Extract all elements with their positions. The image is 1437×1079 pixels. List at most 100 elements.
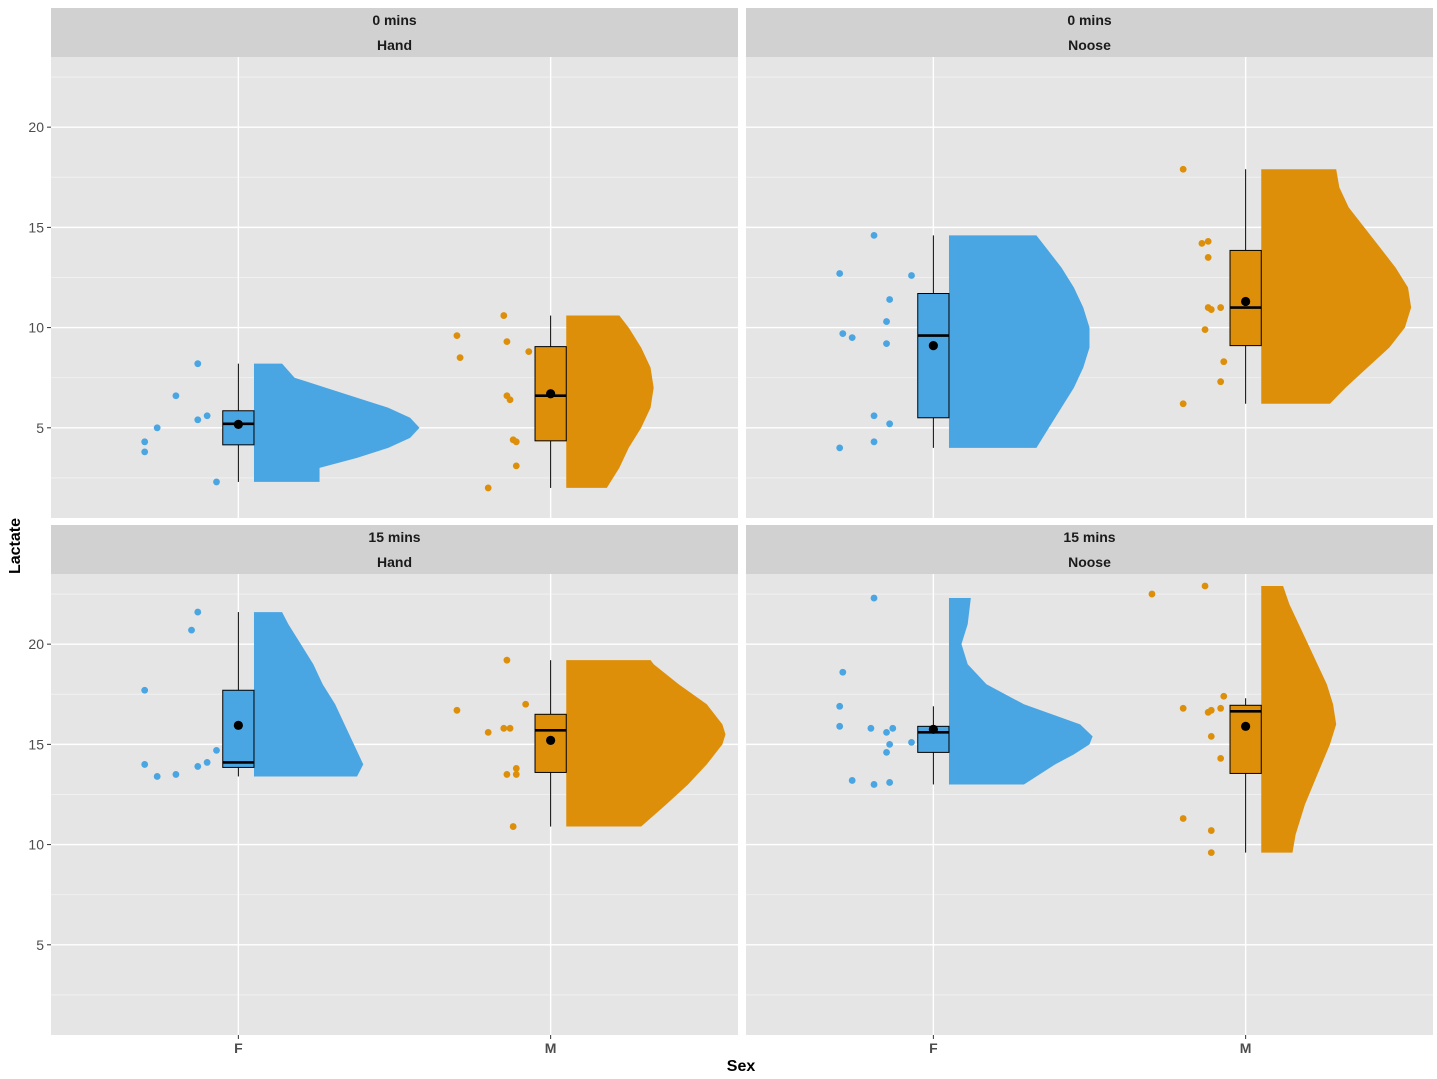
facet-strip-time-label: 15 mins <box>1063 529 1115 545</box>
y-tick-label: 10 <box>28 837 44 853</box>
facet-strip <box>51 525 738 574</box>
facet-strip-time-label: 15 mins <box>368 529 420 545</box>
data-point <box>203 759 211 766</box>
data-point <box>1204 238 1212 245</box>
facet-strip-method-label: Noose <box>1068 554 1111 570</box>
data-point <box>503 338 511 346</box>
data-point <box>883 340 890 348</box>
data-point <box>1207 732 1215 740</box>
axes-layer: 5 10 15 20 5 10 15 20 F M F M <box>28 119 1251 1056</box>
data-point <box>1217 755 1225 762</box>
data-point <box>506 396 514 404</box>
y-tick-label: 20 <box>28 119 44 135</box>
x-axis-title: Sex <box>727 1058 756 1074</box>
data-point <box>506 724 514 732</box>
facet-strip-time-label: 0 mins <box>372 12 417 28</box>
data-point <box>908 272 915 279</box>
facet-strip-method-label: Noose <box>1068 37 1111 53</box>
data-point <box>153 424 161 432</box>
half-violin <box>253 363 420 482</box>
facet-strip <box>746 8 1433 57</box>
data-point <box>141 448 149 456</box>
data-point <box>870 231 878 239</box>
half-violin <box>1261 169 1412 404</box>
data-point <box>1217 378 1225 386</box>
data-point <box>1220 358 1228 366</box>
data-point <box>1201 582 1209 590</box>
data-point <box>503 771 511 778</box>
data-point <box>503 656 511 664</box>
data-point <box>886 296 894 303</box>
data-point <box>194 416 202 424</box>
data-point <box>1207 706 1215 714</box>
mean-point <box>928 724 938 734</box>
facet-strip <box>746 525 1433 574</box>
x-tick-label: F <box>234 1040 243 1056</box>
y-tick-label: 15 <box>28 219 44 235</box>
data-point <box>1179 815 1187 822</box>
data-point <box>525 348 533 356</box>
data-point <box>1217 304 1225 311</box>
data-point <box>141 761 149 768</box>
data-point <box>1201 326 1209 333</box>
facet-strip-method-label: Hand <box>377 554 412 570</box>
data-point <box>886 779 894 786</box>
data-point <box>522 700 530 708</box>
data-point <box>836 270 844 277</box>
facet-panel: 0 mins Noose <box>746 8 1433 518</box>
data-point <box>1207 849 1215 857</box>
mean-point <box>546 389 556 399</box>
data-point <box>500 312 508 319</box>
data-point <box>867 724 875 732</box>
x-tick-label: M <box>1240 1040 1252 1056</box>
mean-point <box>1241 721 1251 731</box>
mean-point <box>546 735 556 745</box>
y-tick-label: 5 <box>36 937 44 953</box>
data-point <box>194 763 202 770</box>
data-point <box>512 765 520 772</box>
data-point <box>889 724 897 732</box>
facet-strip-time-label: 0 mins <box>1067 12 1112 28</box>
panels-layer: 0 mins Hand 0 mins Noose 15 mins Hand 15 mins N… <box>51 8 1433 1035</box>
y-tick-label: 5 <box>36 420 44 436</box>
data-point <box>1179 400 1187 408</box>
data-point <box>1198 240 1206 247</box>
data-point <box>484 728 492 736</box>
y-tick-label: 10 <box>28 320 44 336</box>
facet-strip-method-label: Hand <box>377 37 412 53</box>
facet-strip <box>51 8 738 57</box>
data-point <box>453 706 461 714</box>
data-point <box>512 438 520 446</box>
data-point <box>213 746 220 754</box>
data-point <box>141 438 149 446</box>
half-violin <box>253 612 364 777</box>
data-point <box>1204 254 1212 261</box>
data-point <box>1220 692 1228 700</box>
y-tick-label: 20 <box>28 636 44 652</box>
data-point <box>908 738 915 746</box>
data-point <box>839 668 847 676</box>
data-point <box>1179 165 1187 173</box>
data-point <box>194 360 202 368</box>
panel-background <box>51 57 738 518</box>
data-point <box>836 722 844 730</box>
data-point <box>203 412 211 420</box>
mean-point <box>233 720 243 730</box>
data-point <box>512 462 520 470</box>
data-point <box>883 318 890 325</box>
box-body <box>222 410 255 446</box>
half-violin <box>948 598 1093 785</box>
data-point <box>484 484 492 492</box>
mean-point <box>928 341 938 351</box>
data-point <box>194 608 202 616</box>
data-point <box>509 823 517 830</box>
data-point <box>1207 306 1215 313</box>
half-violin <box>948 235 1090 448</box>
data-point <box>886 740 894 748</box>
data-point <box>500 724 508 732</box>
data-point <box>836 444 844 452</box>
half-violin <box>566 315 654 488</box>
data-point <box>153 773 161 780</box>
